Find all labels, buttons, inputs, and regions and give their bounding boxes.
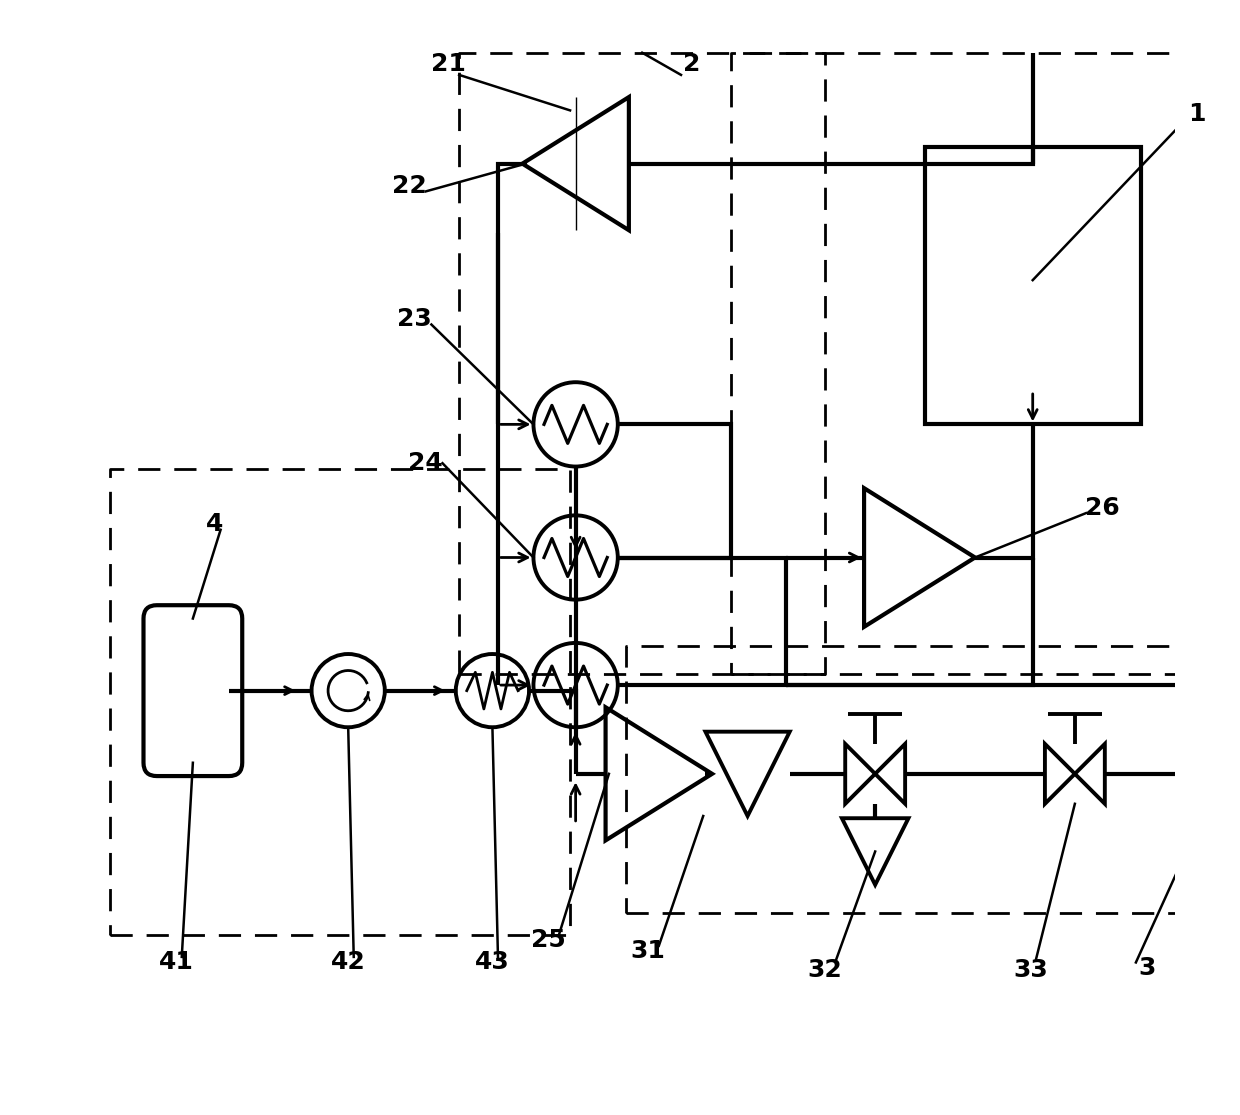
Text: 25: 25 (531, 929, 565, 952)
Polygon shape (875, 744, 905, 804)
Polygon shape (1075, 744, 1105, 804)
Text: 41: 41 (159, 950, 193, 975)
Text: 3: 3 (1138, 956, 1156, 980)
Text: 31: 31 (630, 939, 665, 963)
Text: 26: 26 (1085, 495, 1120, 520)
Polygon shape (846, 744, 875, 804)
Text: 23: 23 (397, 307, 432, 331)
Text: 22: 22 (392, 174, 427, 197)
Text: 43: 43 (475, 950, 510, 975)
Text: 32: 32 (808, 958, 843, 982)
Bar (925, 147, 1142, 425)
Text: 1: 1 (1188, 101, 1205, 126)
Text: 24: 24 (408, 452, 443, 475)
Text: 33: 33 (1013, 958, 1048, 982)
Text: 42: 42 (331, 950, 366, 975)
Text: 21: 21 (430, 51, 465, 76)
Polygon shape (1045, 744, 1075, 804)
Text: 4: 4 (206, 512, 223, 536)
Text: 2: 2 (683, 51, 701, 76)
